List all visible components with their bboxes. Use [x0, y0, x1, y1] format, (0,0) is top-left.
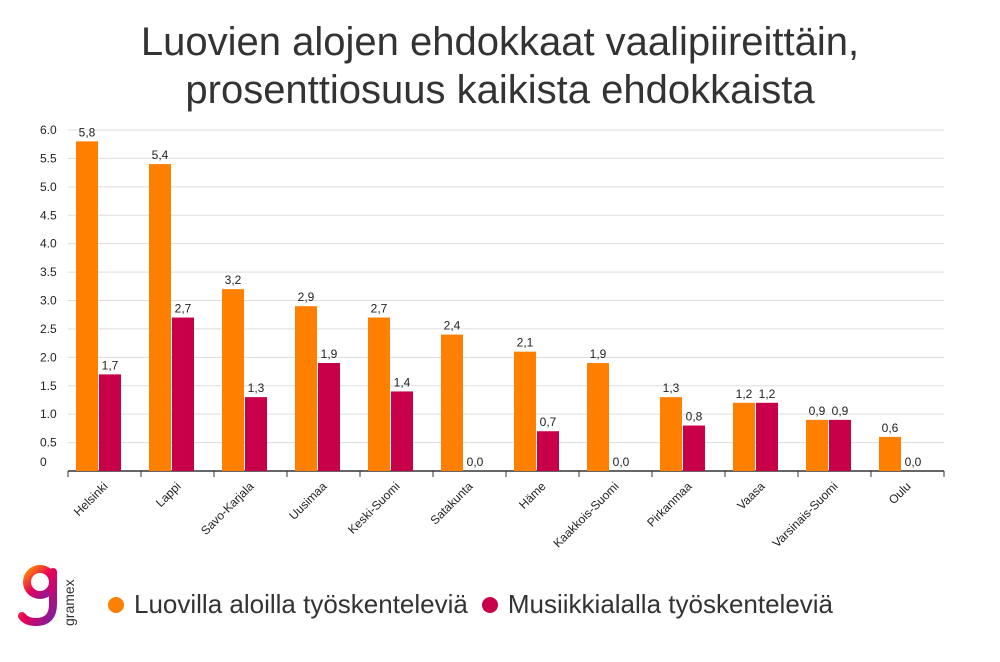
bar-series-2 — [756, 402, 778, 471]
x-tick-label: Lappi — [153, 479, 184, 510]
data-label: 2,9 — [298, 290, 315, 304]
bar-series-1 — [368, 317, 390, 471]
data-label: 2,7 — [371, 302, 388, 316]
bar-series-2 — [245, 397, 267, 471]
x-tick-label: Helsinki — [71, 479, 111, 519]
gramex-logo-icon: gramex — [18, 565, 77, 627]
data-label: 5,4 — [152, 148, 169, 162]
legend-item-series-1: Luovilla aloilla työskenteleviä — [108, 589, 468, 620]
x-tick-label: Pirkanmaa — [644, 479, 695, 530]
y-tick-label: 4.0 — [40, 237, 57, 251]
bar-series-1 — [806, 419, 828, 471]
x-tick-label: Häme — [516, 479, 549, 512]
x-tick-label: Uusimaa — [286, 479, 330, 523]
y-tick-label: 1.5 — [40, 379, 57, 393]
data-label: 0,0 — [467, 455, 484, 469]
logo-text: gramex — [61, 579, 77, 626]
bar-series-2 — [829, 419, 851, 471]
bar-series-1 — [587, 363, 609, 471]
bar-series-2 — [391, 391, 413, 471]
data-label: 0,0 — [905, 455, 922, 469]
y-tick-label: 0.5 — [40, 436, 57, 450]
bar-series-1 — [660, 397, 682, 471]
legend-swatch-series-2 — [481, 596, 498, 613]
y-tick-label: 5.0 — [40, 180, 57, 194]
data-label: 2,1 — [517, 336, 534, 350]
bar-series-2 — [99, 374, 121, 471]
data-label: 1,7 — [102, 358, 119, 372]
y-tick-label: 2.0 — [40, 350, 57, 364]
data-label: 2,7 — [175, 302, 192, 316]
data-label: 1,9 — [321, 347, 338, 361]
y-tick-label: 3.5 — [40, 265, 57, 279]
legend-label-series-2: Musiikkialalla työskenteleviä — [507, 589, 834, 619]
data-label: 1,2 — [759, 387, 776, 401]
y-tick-label: 5.5 — [40, 151, 57, 165]
data-label: 3,2 — [225, 273, 242, 287]
chart-title-line-1: Luovien alojen ehdokkaat vaalipiireittäi… — [140, 20, 860, 64]
bar-series-1 — [222, 289, 244, 471]
data-label: 0,6 — [882, 421, 899, 435]
bar-series-2 — [537, 431, 559, 471]
x-tick-label: Savo-Karjala — [198, 479, 257, 538]
data-label: 1,4 — [394, 375, 411, 389]
chart-title: Luovien alojen ehdokkaat vaalipiireittäi… — [0, 18, 1000, 114]
legend-swatch-series-1 — [108, 596, 124, 613]
bar-series-2 — [683, 425, 705, 471]
bar-series-1 — [149, 164, 171, 471]
y-tick-label: 0 — [40, 455, 47, 469]
x-tick-label: Keski-Suomi — [345, 479, 403, 537]
data-label: 5,8 — [79, 125, 96, 139]
data-label: 0,8 — [686, 410, 703, 424]
bar-series-1 — [879, 436, 901, 471]
x-tick-label: Varsinais-Suomi — [770, 479, 841, 550]
data-label: 1,3 — [248, 381, 265, 395]
data-label: 0,9 — [832, 404, 849, 418]
legend: Luovilla aloilla työskenteleviä Musiikki… — [108, 589, 847, 620]
bar-series-1 — [733, 402, 755, 471]
legend-item-series-2: Musiikkialalla työskenteleviä — [481, 589, 834, 620]
data-label: 1,3 — [663, 381, 680, 395]
data-label: 0,9 — [809, 404, 826, 418]
y-tick-label: 4.5 — [40, 208, 57, 222]
y-tick-label: 2.5 — [40, 322, 57, 336]
x-tick-label: Vaasa — [734, 479, 768, 513]
bar-series-1 — [76, 141, 98, 471]
chart-title-line-2: prosenttiosuus kaikista ehdokkaista — [185, 68, 815, 112]
y-tick-label: 3.0 — [40, 294, 57, 308]
bar-series-2 — [172, 317, 194, 471]
y-tick-label: 6.0 — [40, 123, 57, 137]
bar-series-1 — [295, 306, 317, 471]
bar-series-1 — [514, 351, 536, 471]
bar-series-1 — [441, 334, 463, 471]
legend-label-series-1: Luovilla aloilla työskenteleviä — [134, 589, 468, 619]
x-tick-label: Satakunta — [428, 479, 476, 527]
x-tick-label: Oulu — [886, 479, 914, 507]
data-label: 1,2 — [736, 387, 753, 401]
data-label: 1,9 — [590, 347, 607, 361]
data-label: 2,4 — [444, 319, 461, 333]
y-tick-label: 1.0 — [40, 407, 57, 421]
x-tick-label: Kaakkois-Suomi — [550, 479, 621, 550]
bar-series-2 — [318, 363, 340, 471]
data-label: 0,7 — [540, 415, 557, 429]
data-label: 0,0 — [613, 455, 630, 469]
